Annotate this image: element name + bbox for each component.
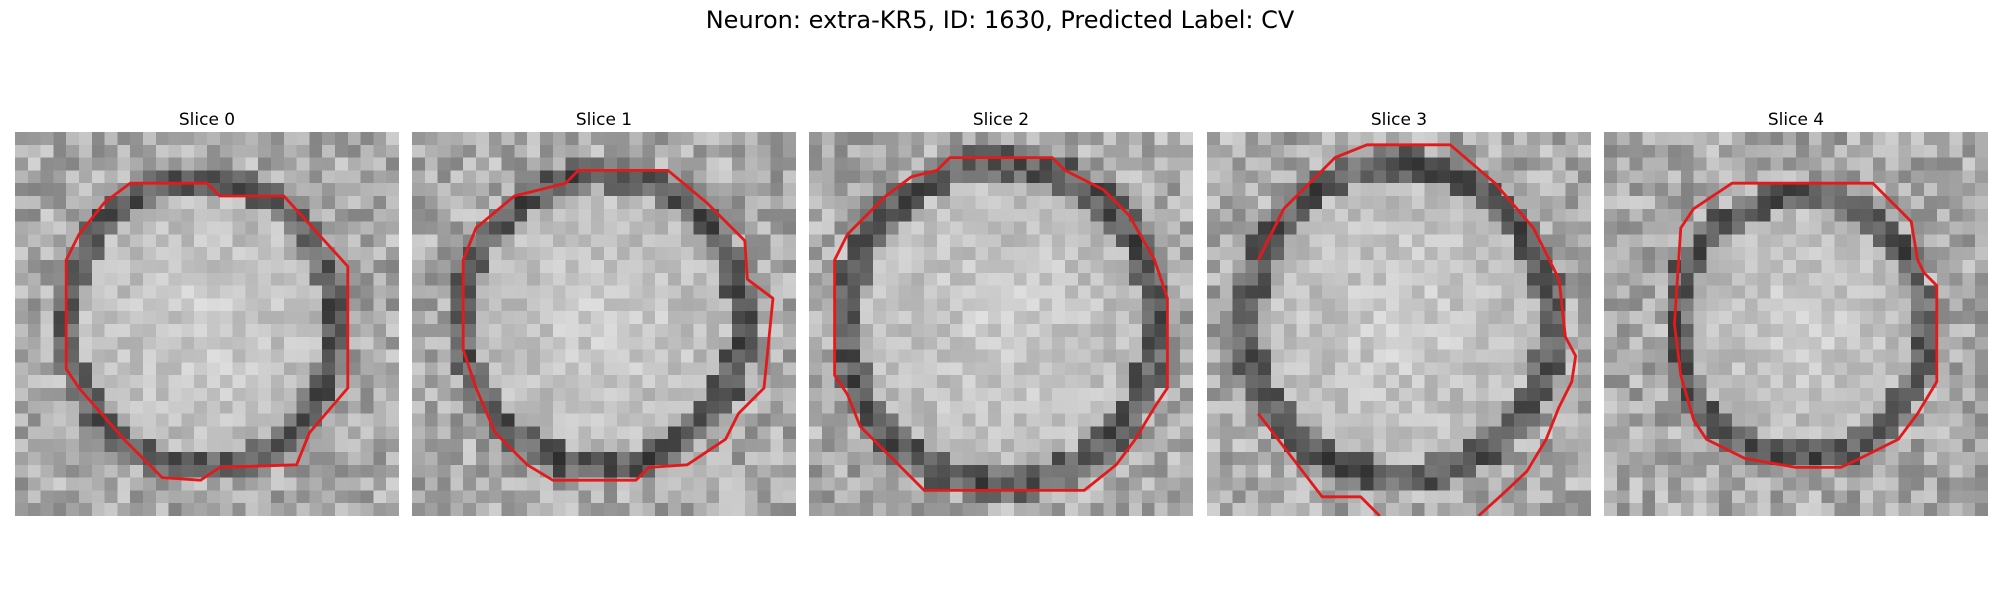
slice-title: Slice 3 — [1370, 110, 1428, 130]
slice-panel-0: Slice 0 — [15, 108, 399, 516]
segmentation-contour — [461, 168, 775, 482]
slice-title: Slice 1 — [575, 110, 633, 130]
segmentation-contour — [1672, 181, 1939, 469]
slice-title: Slice 4 — [1767, 110, 1825, 130]
segmentation-contour — [1257, 412, 1381, 516]
slice-panel-2: Slice 2 — [809, 108, 1193, 516]
slice-title: Slice 2 — [972, 110, 1030, 130]
slice-panel-1: Slice 1 — [412, 108, 796, 516]
slice-image — [15, 132, 399, 516]
slice-image — [412, 132, 796, 516]
figure-title: Neuron: extra-KR5, ID: 1630, Predicted L… — [705, 6, 1295, 34]
slice-image — [1207, 132, 1591, 516]
slice-image — [809, 132, 1193, 516]
segmentation-contour — [64, 181, 350, 482]
slice-image — [1604, 132, 1988, 516]
segmentation-contour — [1256, 143, 1578, 516]
segmentation-contour — [833, 156, 1169, 492]
slice-panel-3: Slice 3 — [1207, 108, 1591, 516]
slice-panel-4: Slice 4 — [1604, 108, 1988, 516]
slice-title: Slice 0 — [178, 110, 236, 130]
